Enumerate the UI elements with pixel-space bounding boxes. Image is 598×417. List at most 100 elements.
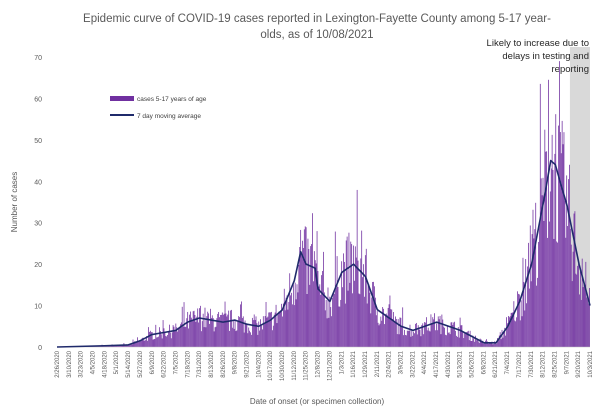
- annotation-text-line: delays in testing and: [502, 51, 589, 62]
- case-bar: [259, 331, 260, 347]
- case-bar: [385, 314, 386, 347]
- case-bar: [260, 319, 261, 347]
- case-bar: [545, 152, 546, 347]
- case-bar: [348, 291, 349, 347]
- case-bar: [362, 277, 363, 347]
- case-bar: [216, 318, 217, 347]
- case-bar: [168, 331, 169, 347]
- case-bar: [575, 274, 576, 347]
- case-bar: [327, 318, 328, 347]
- case-bar: [165, 332, 166, 347]
- case-bar: [234, 329, 235, 347]
- case-bar: [323, 252, 324, 347]
- case-bar: [459, 338, 460, 347]
- case-bar: [470, 331, 471, 347]
- y-tick-label: 0: [38, 345, 42, 352]
- case-bar: [157, 337, 158, 347]
- case-bar: [271, 312, 272, 347]
- case-bar: [539, 222, 540, 347]
- case-bar: [525, 259, 526, 347]
- x-tick-label: 3/9/2021: [398, 350, 404, 374]
- case-bar: [276, 305, 277, 347]
- case-bar: [292, 304, 293, 347]
- case-bar: [313, 281, 314, 347]
- case-bar: [223, 315, 224, 347]
- case-bar: [476, 340, 477, 347]
- case-bar: [461, 325, 462, 347]
- case-bar: [344, 262, 345, 347]
- case-bar: [154, 339, 155, 347]
- case-bar: [286, 298, 287, 347]
- case-bar: [319, 284, 320, 347]
- case-bar: [320, 295, 321, 347]
- case-bar: [397, 334, 398, 347]
- case-bar: [502, 330, 503, 347]
- case-bar: [296, 299, 297, 347]
- case-bar: [371, 297, 372, 347]
- case-bar: [243, 316, 244, 347]
- case-bar: [278, 312, 279, 347]
- x-tick-label: 7/30/2021: [529, 350, 535, 377]
- case-bar: [256, 316, 257, 347]
- case-bar: [428, 328, 429, 347]
- case-bar: [456, 336, 457, 347]
- case-bar: [515, 321, 516, 347]
- case-bar: [205, 308, 206, 347]
- case-bar: [378, 323, 379, 347]
- case-bar: [187, 312, 188, 347]
- case-bar: [430, 331, 431, 347]
- case-bar: [533, 210, 534, 347]
- case-bar: [387, 315, 388, 347]
- case-bar: [195, 322, 196, 347]
- case-bar: [415, 324, 416, 347]
- case-bar: [298, 265, 299, 347]
- case-bar: [257, 335, 258, 347]
- case-bar: [188, 328, 189, 347]
- case-bar: [262, 329, 263, 347]
- case-bar: [273, 326, 274, 347]
- x-tick-label: 8/26/2020: [221, 350, 227, 377]
- case-bar: [483, 344, 484, 347]
- case-bar: [263, 316, 264, 347]
- case-bar: [268, 313, 269, 347]
- case-bar: [513, 301, 514, 347]
- legend-line-label: 7 day moving average: [137, 113, 201, 120]
- case-bar: [167, 335, 168, 347]
- x-tick-label: 4/18/2020: [102, 350, 108, 377]
- case-bar: [295, 283, 296, 347]
- case-bar: [474, 342, 475, 347]
- case-bar: [361, 231, 362, 347]
- case-bar: [250, 332, 251, 347]
- case-bar: [233, 321, 234, 347]
- case-bar: [379, 325, 380, 347]
- annotation-text-line: reporting: [552, 64, 590, 75]
- case-bar: [288, 302, 289, 347]
- case-bar: [244, 333, 245, 347]
- case-bar: [287, 295, 288, 347]
- case-bar: [538, 242, 539, 347]
- case-bar: [307, 294, 308, 347]
- case-bar: [558, 126, 559, 347]
- case-bar: [455, 331, 456, 347]
- case-bar: [155, 325, 156, 347]
- case-bar: [574, 214, 575, 347]
- case-bar: [414, 333, 415, 347]
- case-bar: [407, 331, 408, 347]
- case-bar: [581, 300, 582, 347]
- case-bar: [565, 238, 566, 347]
- chart-title-line-2: olds, as of 10/08/2021: [260, 29, 373, 41]
- case-bar: [478, 341, 479, 347]
- case-bar: [338, 287, 339, 347]
- case-bar: [411, 329, 412, 347]
- case-bar: [216, 327, 217, 347]
- case-bar: [410, 325, 411, 347]
- case-bar: [144, 341, 145, 347]
- case-bar: [236, 331, 237, 347]
- case-bar: [557, 243, 558, 347]
- case-bar: [399, 334, 400, 347]
- case-bar: [526, 303, 527, 347]
- case-bar: [380, 317, 381, 347]
- x-tick-label: 3/10/2020: [67, 350, 73, 377]
- case-bar: [301, 254, 302, 347]
